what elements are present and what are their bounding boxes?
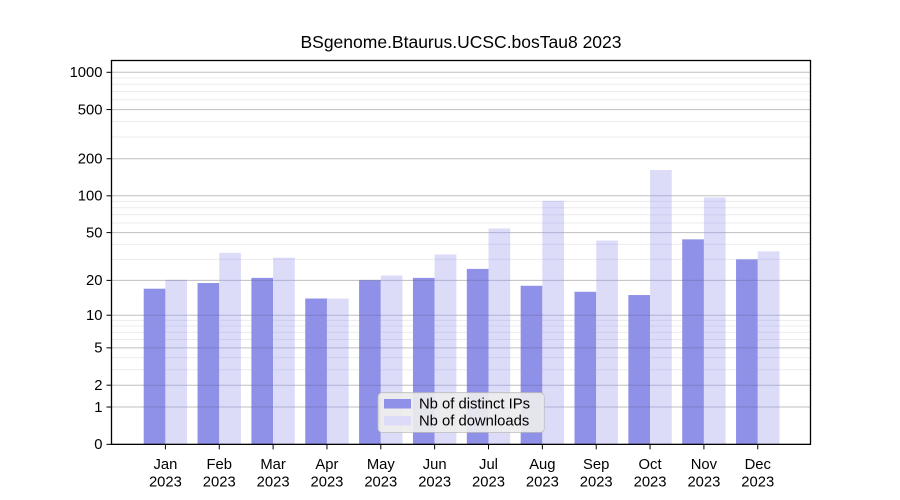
svg-text:1: 1 bbox=[94, 400, 102, 416]
svg-text:100: 100 bbox=[78, 189, 103, 205]
svg-text:2: 2 bbox=[94, 378, 102, 394]
svg-text:0: 0 bbox=[94, 437, 102, 453]
svg-text:2023: 2023 bbox=[149, 474, 182, 490]
svg-text:Aug: Aug bbox=[529, 457, 555, 473]
svg-text:Mar: Mar bbox=[260, 457, 286, 473]
svg-text:200: 200 bbox=[78, 152, 103, 168]
svg-text:Nov: Nov bbox=[691, 457, 718, 473]
svg-text:Jan: Jan bbox=[153, 457, 177, 473]
svg-text:50: 50 bbox=[86, 225, 102, 241]
svg-text:BSgenome.Btaurus.UCSC.bosTau8: BSgenome.Btaurus.UCSC.bosTau8 2023 bbox=[300, 32, 621, 52]
svg-text:Jul: Jul bbox=[479, 457, 498, 473]
svg-text:2023: 2023 bbox=[634, 474, 667, 490]
svg-text:10: 10 bbox=[86, 308, 102, 324]
svg-text:2023: 2023 bbox=[526, 474, 559, 490]
svg-text:May: May bbox=[367, 457, 396, 473]
svg-text:1000: 1000 bbox=[70, 65, 103, 81]
svg-text:Feb: Feb bbox=[207, 457, 233, 473]
svg-text:Sep: Sep bbox=[583, 457, 609, 473]
svg-text:5: 5 bbox=[94, 341, 102, 357]
svg-text:2023: 2023 bbox=[687, 474, 720, 490]
svg-text:Oct: Oct bbox=[639, 457, 662, 473]
svg-text:2023: 2023 bbox=[580, 474, 613, 490]
svg-text:Nb of downloads: Nb of downloads bbox=[419, 414, 529, 430]
svg-text:20: 20 bbox=[86, 273, 102, 289]
svg-text:2023: 2023 bbox=[472, 474, 505, 490]
svg-text:Jun: Jun bbox=[423, 457, 447, 473]
svg-text:Dec: Dec bbox=[745, 457, 772, 473]
svg-text:2023: 2023 bbox=[310, 474, 343, 490]
svg-text:2023: 2023 bbox=[203, 474, 236, 490]
svg-text:2023: 2023 bbox=[741, 474, 774, 490]
svg-text:2023: 2023 bbox=[418, 474, 451, 490]
svg-text:500: 500 bbox=[78, 102, 103, 118]
svg-text:Nb of distinct IPs: Nb of distinct IPs bbox=[419, 397, 530, 413]
svg-text:2023: 2023 bbox=[364, 474, 397, 490]
svg-text:Apr: Apr bbox=[315, 457, 338, 473]
svg-text:2023: 2023 bbox=[257, 474, 290, 490]
